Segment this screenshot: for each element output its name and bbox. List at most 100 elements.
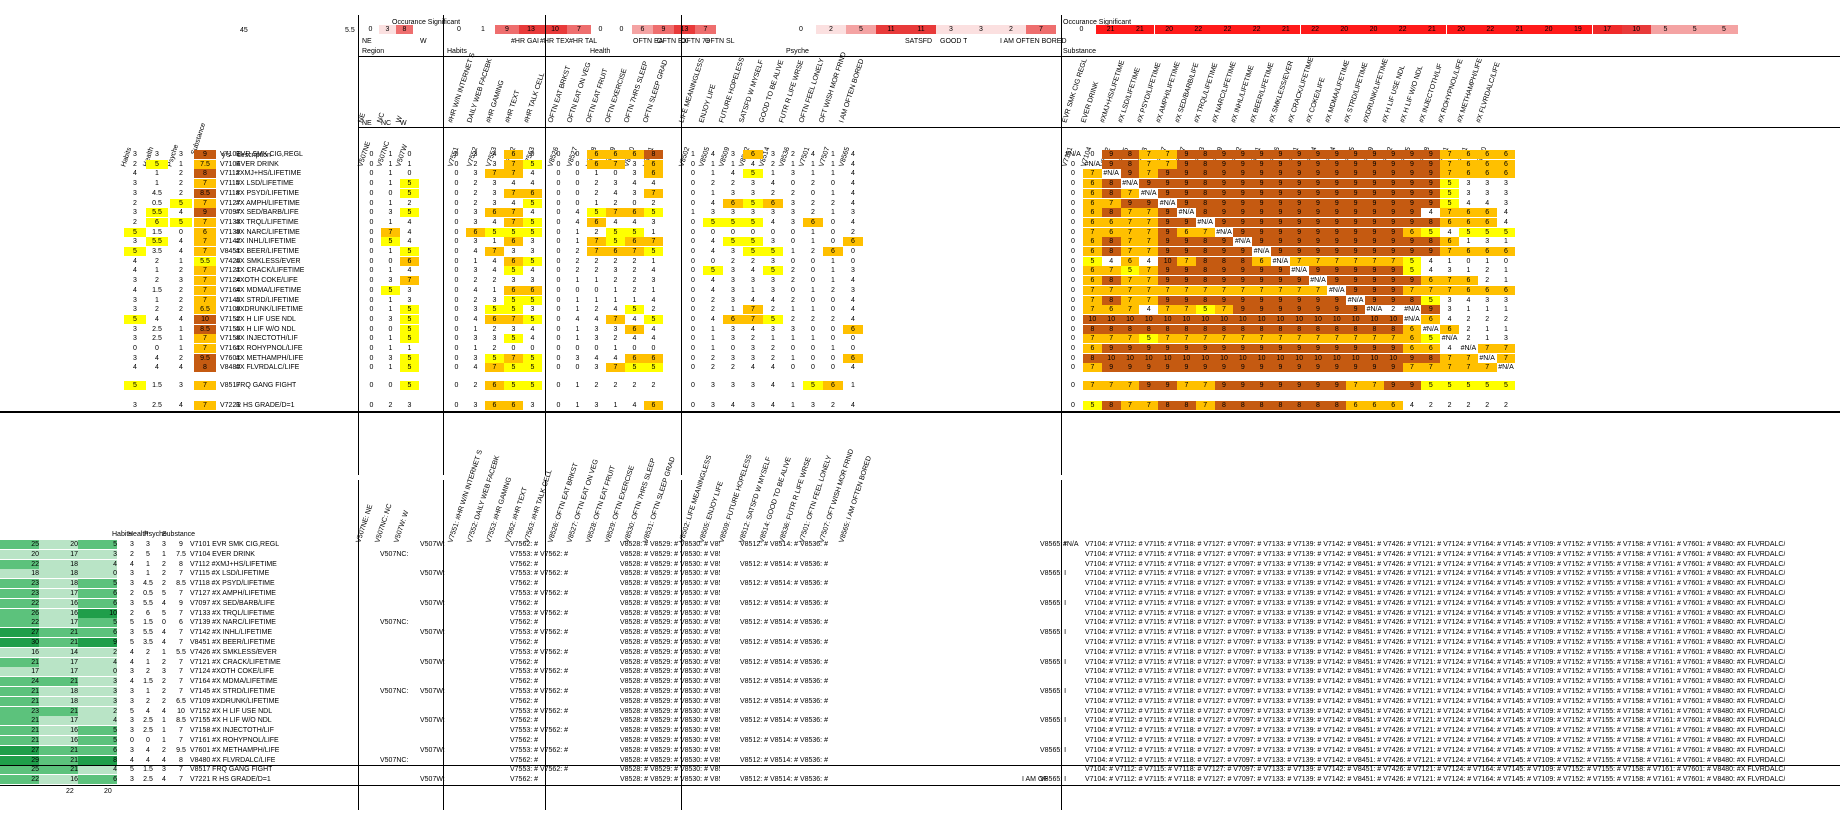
health-cell: 2 — [651, 306, 656, 314]
substance-cell: 7 — [1308, 334, 1328, 344]
substance-cell: 9 — [1308, 363, 1328, 373]
row-score: 3 — [155, 151, 159, 158]
bottom-score: 4 — [162, 629, 166, 637]
habit-cell: 2 — [473, 277, 478, 285]
substance-cell: 5 — [1440, 381, 1459, 391]
substance-cell: 3 — [1504, 180, 1508, 188]
psyche-cell: 0 — [791, 180, 795, 188]
substance-cell: 9 — [1158, 381, 1177, 391]
substance-cell: #N/A — [1141, 189, 1157, 197]
health-cell: 3 — [632, 189, 637, 197]
health-cell: 6 — [644, 353, 663, 363]
health-cell: 0 — [556, 189, 561, 197]
row-description: #X H LIF W/O NDL — [236, 325, 296, 333]
row-score: 2 — [155, 257, 159, 265]
substance-cell: 8 — [1383, 324, 1403, 334]
habit-cell: 4 — [530, 209, 535, 217]
psyche-cell: 0 — [691, 160, 695, 168]
substance-cell: 7 — [1346, 256, 1365, 266]
substance-cell: 8 — [1327, 401, 1347, 411]
habit-cell: 2 — [492, 277, 497, 285]
health-cell: 7 — [606, 314, 625, 324]
health-cell: 1 — [613, 402, 618, 410]
substance-cell: 8 — [1402, 295, 1422, 305]
health-cell: 6 — [587, 217, 606, 227]
psyche-cell: 4 — [711, 315, 715, 323]
substance-cell: 9 — [1365, 266, 1384, 276]
psyche-cell: 1 — [711, 189, 715, 197]
substance-cell: 9 — [1308, 305, 1328, 315]
substance-cell: 6 — [1459, 276, 1478, 286]
substance-cell: 9 — [1421, 305, 1441, 315]
substance-cell: 7 — [1177, 305, 1196, 315]
health-cell: 2 — [632, 382, 637, 390]
health-cell: 2 — [632, 267, 637, 275]
health-cell: 2 — [594, 228, 599, 236]
health-cell: 6 — [625, 237, 644, 247]
habit-cell: 5 — [523, 295, 542, 305]
substance-cell: 9 — [1402, 188, 1422, 198]
substance-cell: 1 — [1485, 325, 1490, 333]
bottom-green-cell: 18 — [0, 569, 39, 579]
substance-cell: 4 — [1146, 257, 1151, 265]
psyche-cell: 3 — [791, 325, 795, 333]
substance-cell: 7 — [1214, 305, 1234, 315]
habit-cell: 5 — [485, 227, 504, 237]
bottom-row-desc: V7109 #XDRUNK/LIFETIME — [190, 697, 280, 705]
substance-cell: 8 — [1101, 208, 1121, 218]
row-score: 2 — [179, 170, 183, 178]
bottom-health-text: V8528: # V8529: # V8530: # V8531: — [620, 560, 720, 568]
health-cell: 1 — [575, 325, 580, 333]
row-description: #X INHL/LIFETIME — [236, 238, 296, 246]
row-var-code: V7139 — [220, 228, 241, 236]
health-cell: 0 — [556, 325, 561, 333]
substance-na-cell: 0 — [1071, 218, 1075, 226]
health-cell: 6 — [644, 169, 663, 179]
substance-cell: 10 — [1271, 314, 1290, 324]
psyche-cell: 6 — [843, 324, 863, 334]
summary-cell: 6 — [632, 25, 653, 34]
substance-cell: 8 — [1139, 324, 1159, 334]
psyche-cell: 2 — [731, 257, 735, 265]
substance-cell: 10 — [1158, 314, 1177, 324]
bottom-score: 5 — [162, 609, 166, 617]
row-description: #X H LIF USE NDL — [236, 315, 296, 323]
region-cell: 0 — [369, 257, 374, 265]
bottom-health-text: V8528: # V8529: # V8530: # V8531: — [620, 727, 720, 735]
substance-cell: 7 — [1120, 401, 1140, 411]
bottom-green-cell: 29 — [0, 755, 39, 765]
psyche-cell: 0 — [811, 296, 815, 304]
left-col-header: description — [237, 152, 271, 159]
psyche-cell: 3 — [771, 151, 775, 158]
psyche-cell: 4 — [851, 151, 855, 158]
substance-cell: 10 — [1271, 353, 1290, 363]
health-cell: 0 — [556, 238, 561, 246]
bottom-row-desc: V7115 #X LSD/LIFETIME — [190, 570, 270, 578]
substance-cell: 9 — [1308, 217, 1328, 227]
health-cell: 4 — [613, 354, 618, 362]
row-score: 7 — [194, 198, 216, 208]
psyche-cell: 3 — [731, 325, 735, 333]
substance-cell: 7 — [1101, 334, 1121, 344]
row-score: 4 — [179, 238, 183, 246]
bottom-score: 9 — [179, 541, 183, 548]
bottom-substance-text: V7104: # V7112: # V7115: # V7118: # V712… — [1085, 746, 1785, 754]
substance-cell: #N/A — [1291, 267, 1307, 275]
bottom-score: 5.5 — [143, 599, 153, 607]
psyche-cell: 1 — [731, 306, 735, 314]
psyche-cell: 0 — [811, 257, 815, 265]
substance-cell: 9 — [1308, 344, 1328, 353]
bottom-score: 3 — [130, 668, 134, 676]
health-cell: 6 — [625, 353, 644, 363]
bottom-row-desc: V7127 #X AMPH/LIFETIME — [190, 590, 276, 597]
bottom-green-cell: 21 — [39, 638, 78, 647]
habit-cell: 4 — [511, 180, 516, 188]
row-score: 2 — [179, 180, 183, 188]
habit-cell: 0 — [454, 267, 459, 275]
health-cell: 0 — [575, 364, 580, 372]
substance-cell: 9 — [1421, 159, 1441, 169]
substance-cell: 9 — [1402, 381, 1422, 391]
substance-cell: 7 — [1083, 169, 1102, 179]
substance-cell: 5 — [1120, 266, 1140, 276]
substance-cell: 7 — [1233, 334, 1253, 344]
